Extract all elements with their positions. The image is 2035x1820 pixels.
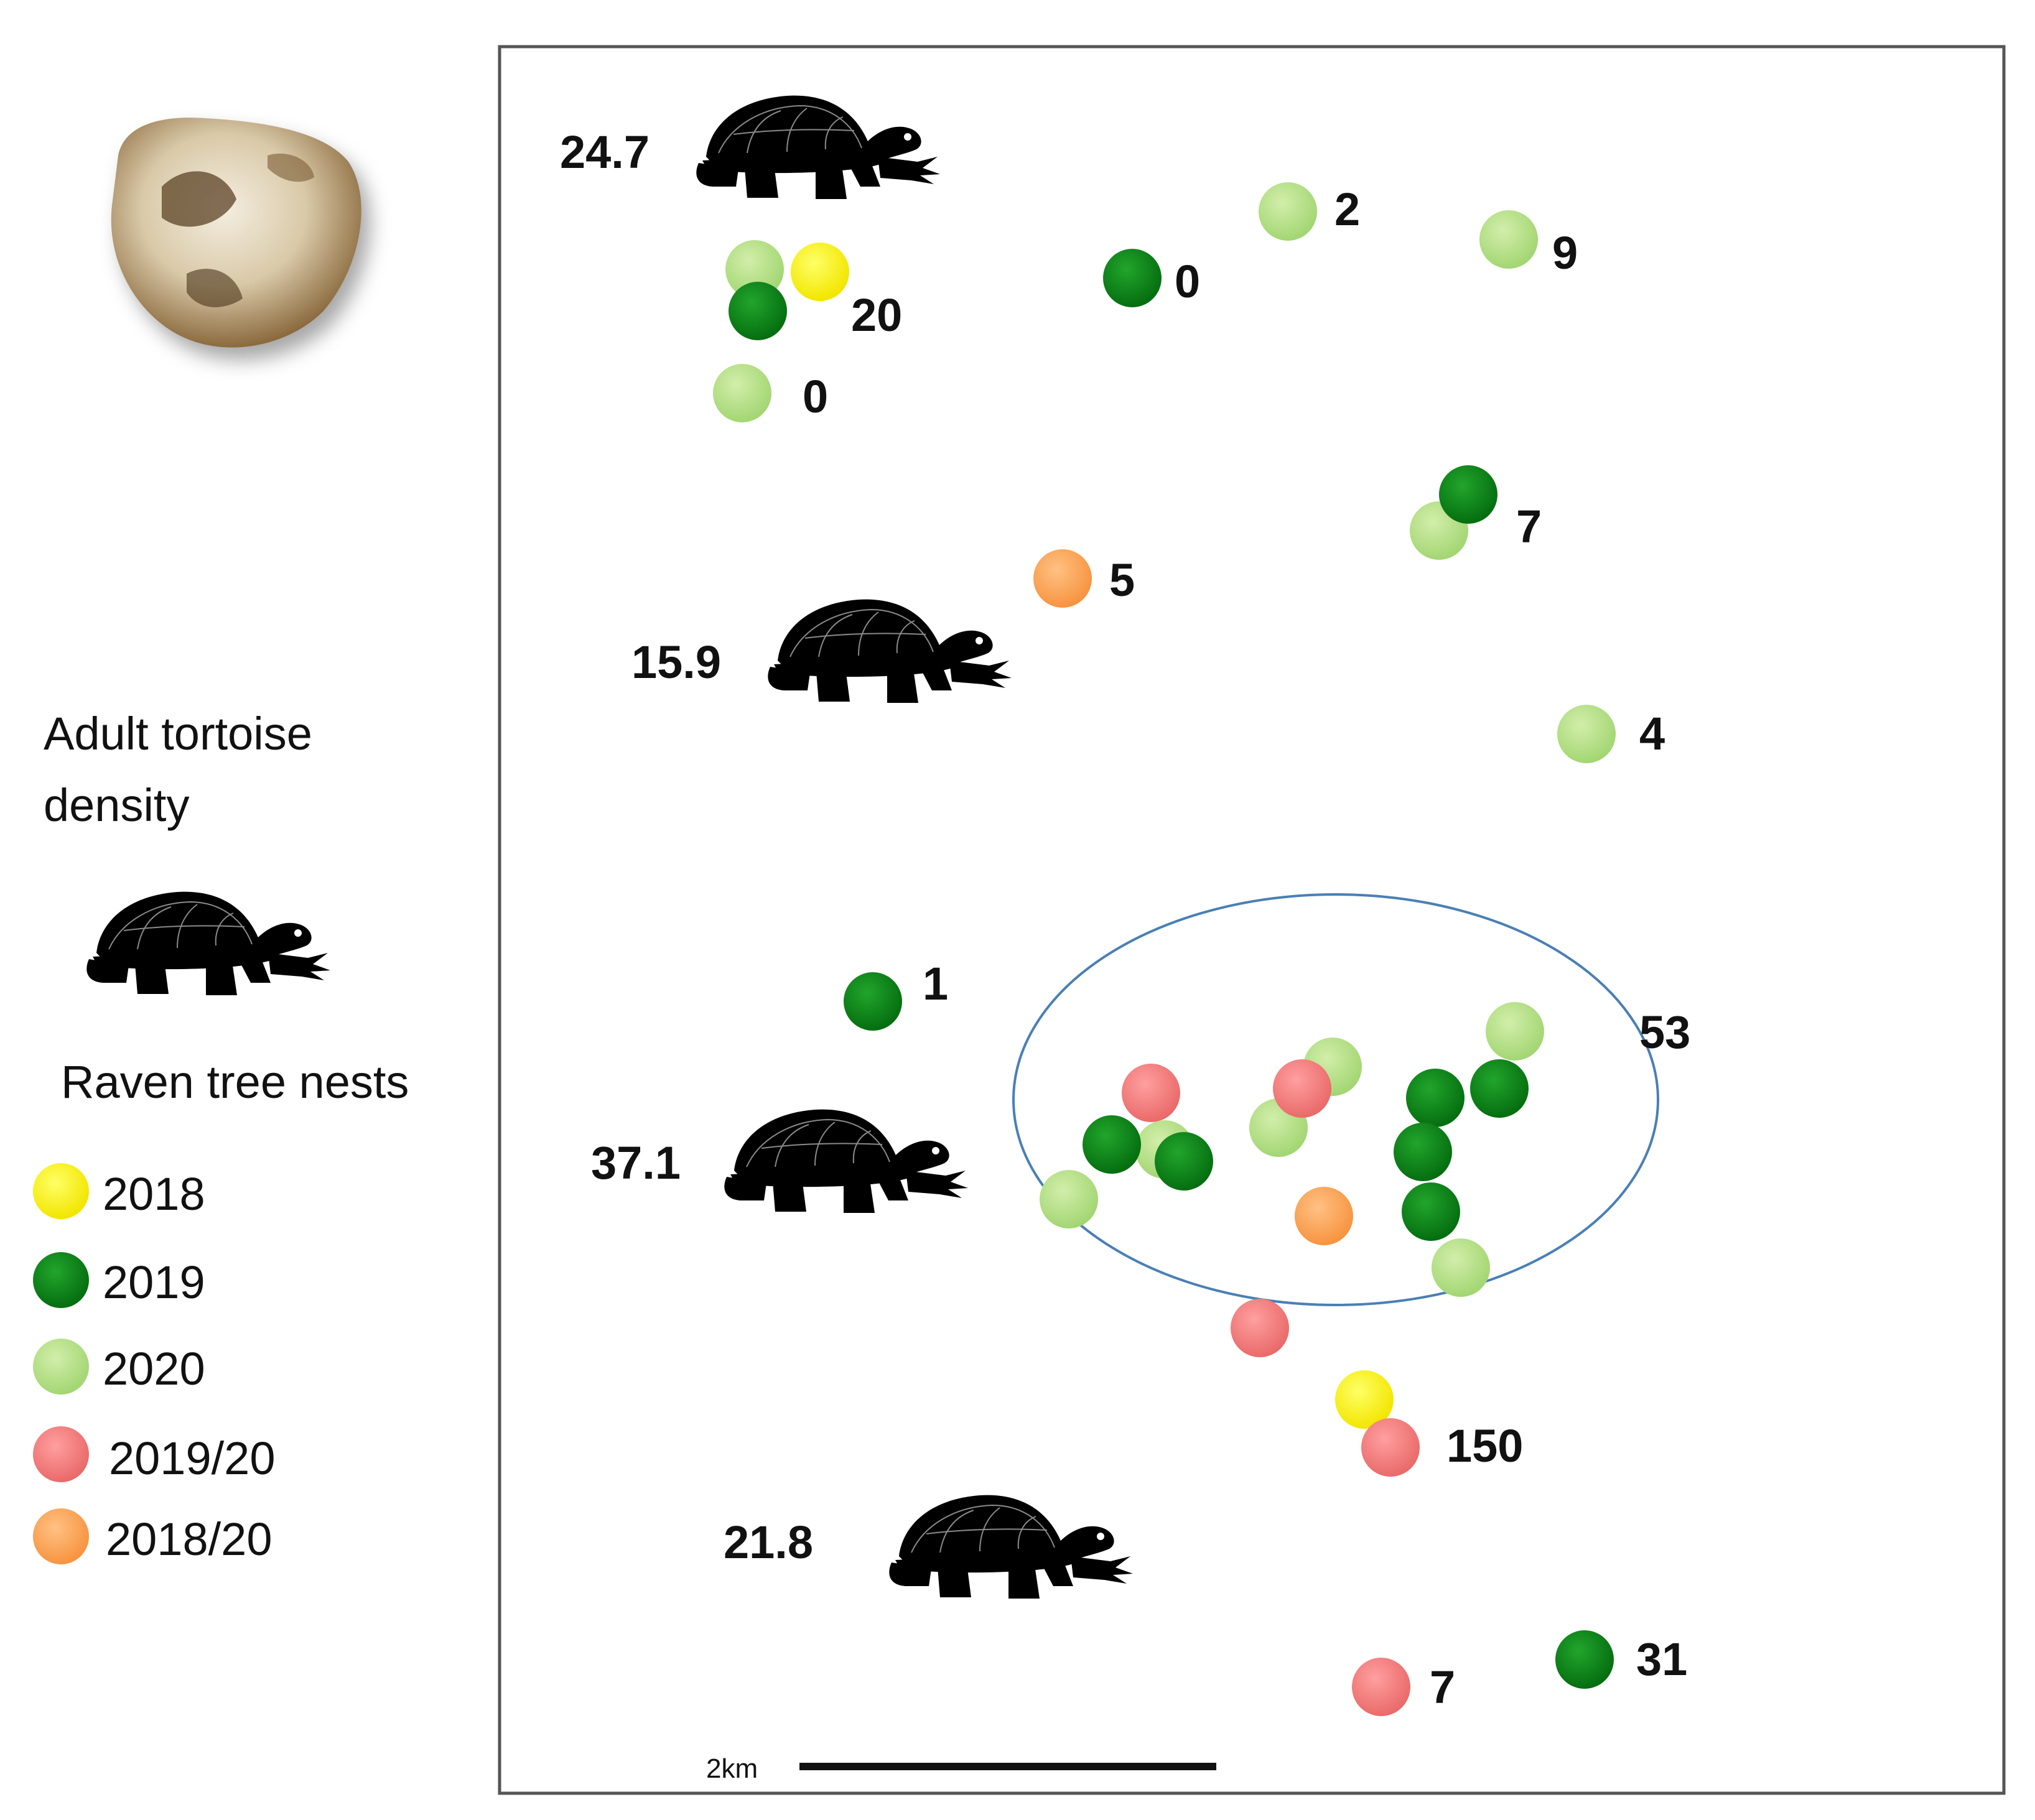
nest-markers	[713, 182, 1616, 1716]
nest-marker-2018	[791, 243, 849, 301]
nest-marker-2019	[1439, 465, 1497, 524]
nest-marker-2019	[1155, 1132, 1213, 1191]
nest-count-label: 31	[1636, 1633, 1687, 1685]
cluster-outline	[1012, 893, 1659, 1306]
nest-marker-2020	[1557, 705, 1616, 763]
raven-egg-photo-icon	[111, 118, 361, 348]
nest-marker-2019-20	[1273, 1059, 1331, 1118]
legend-swatch-2018-20	[33, 1508, 89, 1564]
legend-density-title: density	[44, 779, 189, 831]
nest-marker-2019-20	[1231, 1299, 1289, 1357]
legend-tortoise-icon	[86, 891, 331, 996]
nest-marker-2018-20	[1033, 549, 1092, 608]
nest-count-label: 1	[923, 958, 948, 1010]
nest-count-label: 2	[1334, 183, 1360, 235]
nest-marker-2018-20	[1295, 1187, 1353, 1245]
nest-marker-2019	[1083, 1115, 1141, 1174]
nest-marker-2019	[1394, 1123, 1452, 1181]
nest-marker-2020	[1040, 1170, 1098, 1228]
nest-marker-2020	[725, 240, 784, 299]
nest-marker-2019	[1406, 1069, 1465, 1127]
nest-marker-2020	[713, 364, 771, 422]
nest-marker-2020	[1479, 210, 1538, 269]
nest-marker-2019	[1555, 1630, 1614, 1689]
legend-swatch-2019	[33, 1252, 89, 1308]
nest-count-label: 5	[1109, 554, 1135, 606]
nest-count-label: 7	[1516, 501, 1542, 552]
legend-item-label: 2018	[103, 1168, 205, 1220]
legend-swatch-2019-20	[33, 1426, 89, 1482]
legend-item-label: 2020	[103, 1343, 205, 1395]
nest-marker-2019	[729, 282, 787, 340]
nest-marker-2019	[844, 972, 902, 1031]
nest-count-label: 53	[1639, 1006, 1690, 1058]
nest-count-label: 4	[1639, 708, 1665, 759]
nest-count-label: 150	[1446, 1420, 1523, 1472]
legend-swatch-2018	[33, 1163, 89, 1219]
legend-item-label: 2018/20	[106, 1513, 272, 1565]
nest-count-label: 7	[1430, 1661, 1455, 1713]
legend-density-title: Adult tortoise	[44, 708, 312, 759]
scale-label: 2km	[706, 1753, 758, 1784]
legend-nests-title: Raven tree nests	[61, 1056, 409, 1108]
legend-swatch-2020	[33, 1339, 89, 1395]
scale-bar	[799, 1763, 1216, 1770]
nest-marker-2019	[1103, 249, 1162, 307]
density-label: 15.9	[631, 636, 721, 688]
nest-marker-2019-20	[1122, 1064, 1180, 1122]
nest-count-label: 0	[1175, 256, 1200, 307]
nest-count-label: 0	[803, 371, 828, 422]
legend-item-label: 2019	[103, 1256, 205, 1308]
nest-marker-2019-20	[1352, 1658, 1410, 1716]
nest-marker-2018	[1335, 1370, 1394, 1429]
legend-items: 2018 2019 2020 2019/20 2018/20	[33, 1163, 276, 1565]
nest-marker-2019-20	[1361, 1418, 1420, 1477]
nest-count-label: 20	[851, 289, 902, 341]
density-label: 24.7	[560, 126, 650, 178]
nest-marker-2020	[1486, 1002, 1544, 1061]
density-label: 21.8	[724, 1516, 813, 1568]
nest-marker-2019	[1470, 1059, 1529, 1118]
density-label: 37.1	[591, 1137, 681, 1189]
legend-item-label: 2019/20	[109, 1432, 276, 1484]
nest-marker-2020	[1259, 182, 1317, 241]
nest-marker-2019	[1402, 1182, 1460, 1241]
nest-marker-2020	[1432, 1238, 1490, 1297]
nest-count-label: 9	[1552, 227, 1578, 279]
